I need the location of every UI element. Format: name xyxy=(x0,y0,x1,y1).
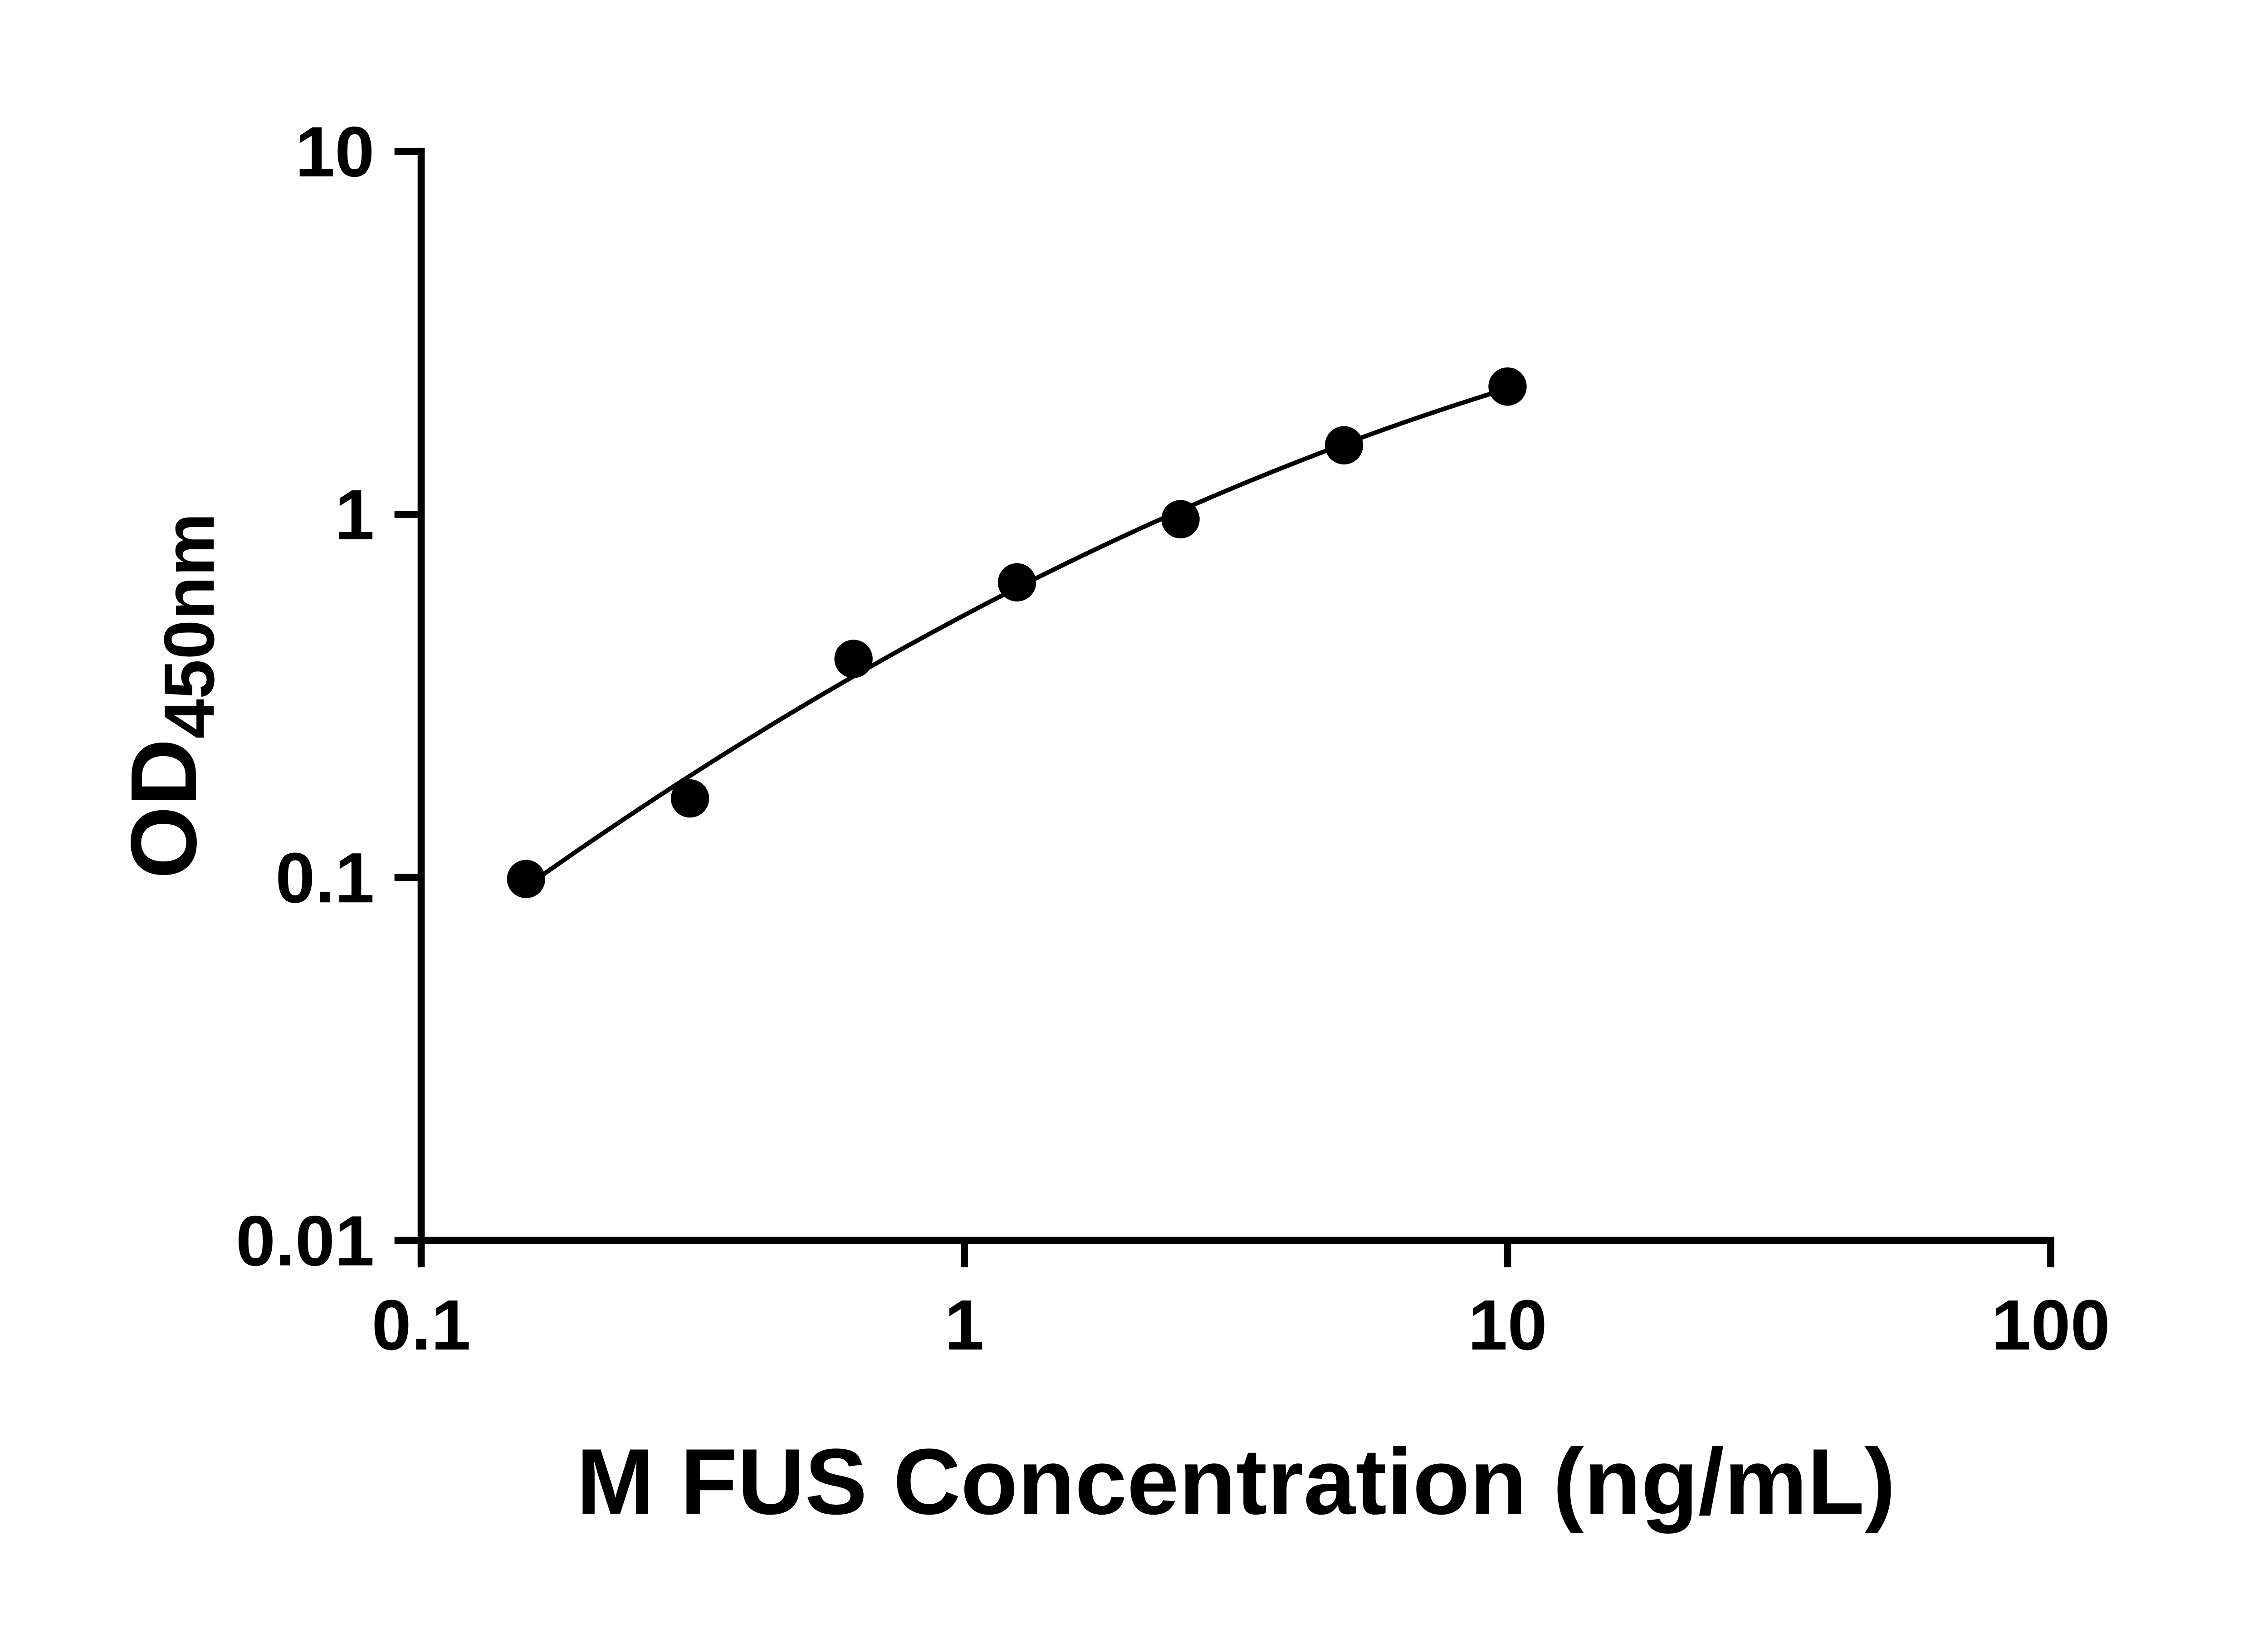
y-axis-title: OD450nm xyxy=(111,513,229,879)
data-point xyxy=(1325,426,1364,464)
data-point xyxy=(834,640,873,678)
data-point xyxy=(1488,367,1527,406)
data-point xyxy=(997,563,1036,601)
y-tick-label: 10 xyxy=(295,112,375,192)
plot-layer xyxy=(507,367,1527,898)
y-tick-label: 0.01 xyxy=(236,1202,375,1281)
y-axis-title-main: OD xyxy=(111,738,216,879)
data-point xyxy=(670,779,709,818)
x-axis-title: M FUS Concentration (ng/mL) xyxy=(577,1429,1896,1534)
y-tick-label: 1 xyxy=(335,475,374,555)
labels-layer: M FUS Concentration (ng/mL) OD450nm xyxy=(111,513,1896,1534)
x-tick-label: 0.1 xyxy=(371,1286,470,1365)
fit-curve xyxy=(524,386,1508,889)
y-tick-label: 0.1 xyxy=(275,838,374,918)
data-point xyxy=(507,860,546,898)
x-tick-label: 1 xyxy=(944,1286,984,1365)
data-point xyxy=(1161,500,1200,538)
x-tick-label: 100 xyxy=(1991,1286,2110,1365)
x-tick-label: 10 xyxy=(1468,1286,1547,1365)
axis-spines xyxy=(417,147,2054,1244)
y-axis-title-sub: 450nm xyxy=(150,513,229,739)
